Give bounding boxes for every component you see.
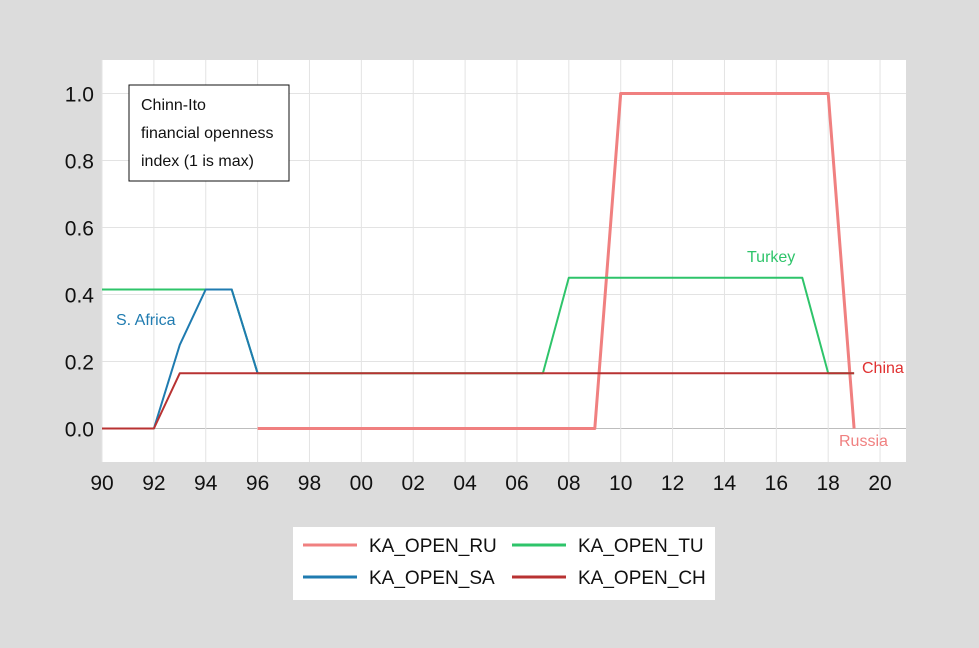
legend-label-ka_open_ru: KA_OPEN_RU — [369, 536, 497, 557]
x-tick-label-2: 94 — [194, 472, 218, 495]
x-tick-label-12: 14 — [713, 472, 737, 495]
legend-box — [293, 527, 715, 600]
x-axis-ticks: 90 92 94 96 98 00 02 04 06 08 10 12 14 16 18 20 — [90, 472, 891, 495]
label-china: China — [862, 360, 904, 377]
y-tick-label-2: 0.4 — [65, 285, 95, 308]
label-russia: Russia — [839, 433, 888, 450]
y-tick-label-5: 1.0 — [65, 84, 94, 107]
note-line-1: Chinn-Ito — [141, 97, 206, 114]
x-tick-label-9: 08 — [557, 472, 580, 495]
legend-label-ka_open_sa: KA_OPEN_SA — [369, 568, 495, 589]
legend: KA_OPEN_RU KA_OPEN_TU KA_OPEN_SA KA_OPEN_CH — [293, 527, 715, 600]
x-tick-label-14: 18 — [817, 472, 840, 495]
y-axis-ticks: 0.0 0.2 0.4 0.6 0.8 1.0 — [65, 84, 95, 442]
x-tick-label-15: 20 — [868, 472, 891, 495]
x-tick-label-0: 90 — [90, 472, 113, 495]
y-tick-label-0: 0.0 — [65, 419, 94, 442]
x-tick-label-7: 04 — [453, 472, 477, 495]
label-turkey: Turkey — [747, 249, 795, 266]
note-box — [128, 84, 290, 182]
legend-label-ka_open_ch: KA_OPEN_CH — [578, 568, 706, 589]
x-tick-label-1: 92 — [142, 472, 165, 495]
x-tick-label-13: 16 — [765, 472, 788, 495]
series-lines — [102, 92, 856, 430]
x-tick-label-6: 02 — [402, 472, 425, 495]
label-s-africa: S. Africa — [116, 312, 176, 329]
note-line-2: financial openness — [141, 125, 274, 142]
x-tick-label-10: 10 — [609, 472, 632, 495]
x-tick-label-11: 12 — [661, 472, 684, 495]
annotation-note-box: Chinn-Ito financial openness index (1 is… — [128, 84, 290, 182]
y-tick-label-3: 0.6 — [65, 218, 94, 241]
y-tick-label-1: 0.2 — [65, 352, 94, 375]
x-tick-label-4: 98 — [298, 472, 321, 495]
y-tick-label-4: 0.8 — [65, 151, 94, 174]
series-line-ka_open_ru — [257, 92, 856, 430]
x-tick-label-3: 96 — [246, 472, 269, 495]
x-tick-label-5: 00 — [350, 472, 373, 495]
x-tick-label-8: 06 — [505, 472, 528, 495]
legend-label-ka_open_tu: KA_OPEN_TU — [578, 536, 704, 557]
series-line-ka_open_ch — [102, 372, 855, 430]
note-line-3: index (1 is max) — [141, 153, 254, 170]
